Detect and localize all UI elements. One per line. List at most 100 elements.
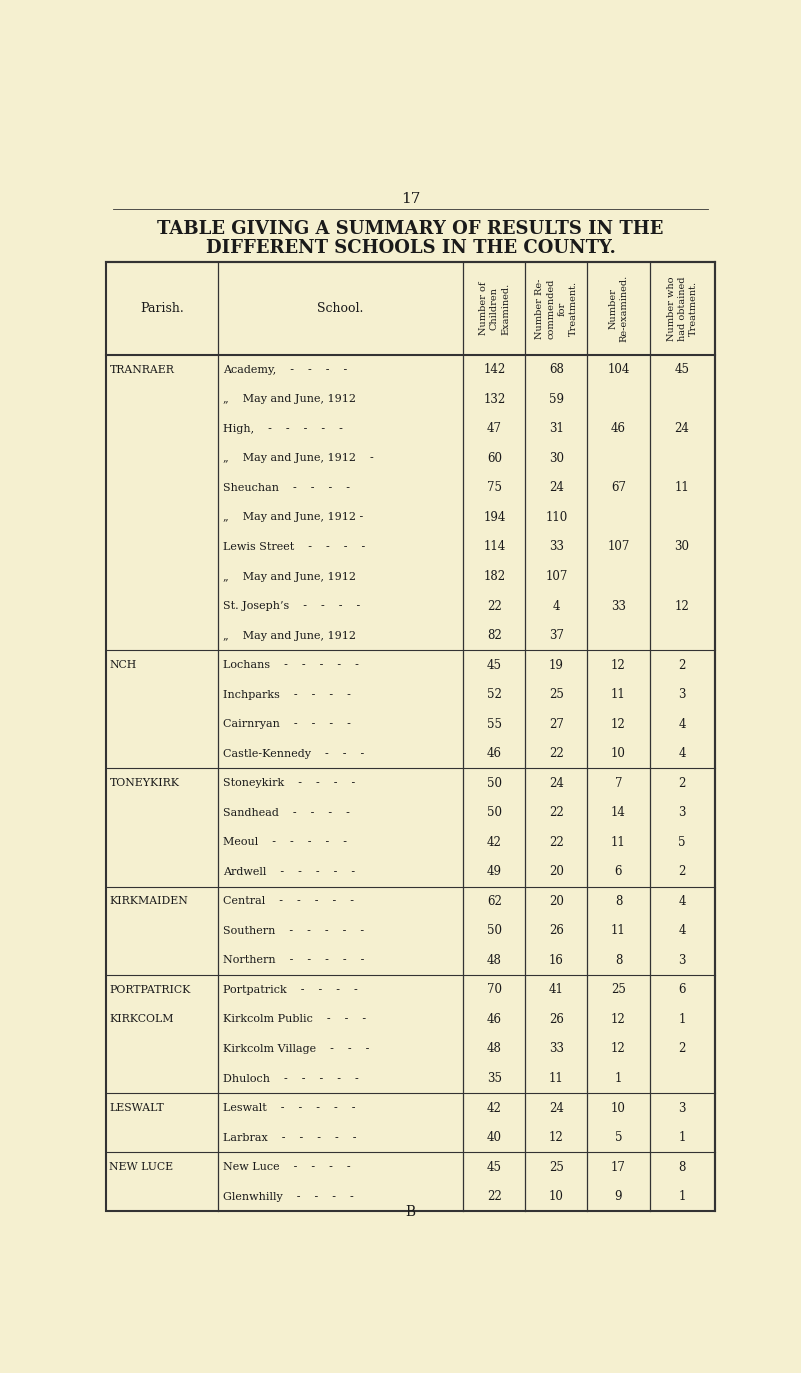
- Text: 24: 24: [549, 777, 564, 789]
- Text: 19: 19: [549, 659, 564, 671]
- Text: 2: 2: [678, 777, 686, 789]
- Text: 50: 50: [487, 924, 501, 938]
- Text: 4: 4: [678, 924, 686, 938]
- Text: 82: 82: [487, 629, 501, 643]
- Text: 12: 12: [611, 1013, 626, 1026]
- Text: 5: 5: [614, 1131, 622, 1144]
- Text: 12: 12: [674, 600, 690, 612]
- Text: Number Re-
commended
for
Treatment.: Number Re- commended for Treatment.: [535, 279, 578, 339]
- Text: Dhuloch    -    -    -    -    -: Dhuloch - - - - -: [223, 1074, 359, 1083]
- Text: 3: 3: [678, 954, 686, 967]
- Text: Larbrax    -    -    -    -    -: Larbrax - - - - -: [223, 1133, 356, 1142]
- Text: „    May and June, 1912 -: „ May and June, 1912 -: [223, 512, 364, 523]
- Text: 33: 33: [611, 600, 626, 612]
- Text: 4: 4: [678, 747, 686, 761]
- Text: Number who
had obtained
Treatment.: Number who had obtained Treatment.: [666, 276, 698, 341]
- Text: 46: 46: [611, 423, 626, 435]
- Text: 2: 2: [678, 659, 686, 671]
- Text: 33: 33: [549, 541, 564, 553]
- Text: 25: 25: [549, 688, 564, 702]
- Text: 50: 50: [487, 806, 501, 820]
- Text: 110: 110: [545, 511, 568, 524]
- Text: 68: 68: [549, 364, 564, 376]
- Text: 10: 10: [549, 1190, 564, 1203]
- Text: School.: School.: [317, 302, 364, 314]
- Text: 46: 46: [487, 1013, 501, 1026]
- Text: 142: 142: [483, 364, 505, 376]
- Text: „    May and June, 1912: „ May and June, 1912: [223, 630, 356, 641]
- Text: 11: 11: [611, 688, 626, 702]
- Text: 1: 1: [678, 1013, 686, 1026]
- Text: 45: 45: [674, 364, 690, 376]
- Text: 3: 3: [678, 1101, 686, 1115]
- Text: B: B: [405, 1204, 416, 1219]
- Text: Ardwell    -    -    -    -    -: Ardwell - - - - -: [223, 866, 355, 877]
- Text: 11: 11: [611, 836, 626, 849]
- Text: 114: 114: [483, 541, 505, 553]
- Text: KIRKMAIDEN: KIRKMAIDEN: [110, 897, 188, 906]
- Text: „    May and June, 1912    -: „ May and June, 1912 -: [223, 453, 374, 464]
- Text: Stoneykirk    -    -    -    -: Stoneykirk - - - -: [223, 778, 356, 788]
- Text: 12: 12: [611, 1042, 626, 1056]
- Text: 2: 2: [678, 865, 686, 879]
- Text: 1: 1: [678, 1131, 686, 1144]
- Text: 60: 60: [487, 452, 501, 465]
- Text: 4: 4: [553, 600, 560, 612]
- Text: „    May and June, 1912: „ May and June, 1912: [223, 571, 356, 582]
- Text: Central    -    -    -    -    -: Central - - - - -: [223, 897, 354, 906]
- Text: Southern    -    -    -    -    -: Southern - - - - -: [223, 925, 364, 936]
- Text: Number
Re-examined.: Number Re-examined.: [609, 275, 629, 342]
- Text: NEW LUCE: NEW LUCE: [110, 1162, 174, 1173]
- Text: DIFFERENT SCHOOLS IN THE COUNTY.: DIFFERENT SCHOOLS IN THE COUNTY.: [206, 239, 615, 257]
- Text: 17: 17: [400, 192, 421, 206]
- Text: Cairnryan    -    -    -    -: Cairnryan - - - -: [223, 719, 351, 729]
- Text: 11: 11: [674, 482, 690, 494]
- Text: 8: 8: [615, 895, 622, 908]
- Text: 45: 45: [487, 659, 501, 671]
- Text: 62: 62: [487, 895, 501, 908]
- Text: Number of
Children
Examined.: Number of Children Examined.: [479, 281, 510, 335]
- Text: PORTPATRICK: PORTPATRICK: [110, 984, 191, 995]
- Text: 30: 30: [674, 541, 690, 553]
- Text: 55: 55: [487, 718, 501, 730]
- Text: Lochans    -    -    -    -    -: Lochans - - - - -: [223, 660, 359, 670]
- Text: 75: 75: [487, 482, 501, 494]
- Text: 20: 20: [549, 895, 564, 908]
- Text: 10: 10: [611, 1101, 626, 1115]
- Text: 194: 194: [483, 511, 505, 524]
- Text: TRANRAER: TRANRAER: [110, 365, 175, 375]
- Text: 12: 12: [611, 718, 626, 730]
- Text: 10: 10: [611, 747, 626, 761]
- Text: Portpatrick    -    -    -    -: Portpatrick - - - -: [223, 984, 358, 995]
- Text: 70: 70: [487, 983, 501, 997]
- Text: Northern    -    -    -    -    -: Northern - - - - -: [223, 956, 364, 965]
- Text: 24: 24: [549, 1101, 564, 1115]
- Text: 20: 20: [549, 865, 564, 879]
- Text: 27: 27: [549, 718, 564, 730]
- Text: 132: 132: [483, 393, 505, 406]
- Text: „    May and June, 1912: „ May and June, 1912: [223, 394, 356, 405]
- Text: TONEYKIRK: TONEYKIRK: [110, 778, 179, 788]
- Text: 22: 22: [549, 806, 564, 820]
- Text: 26: 26: [549, 924, 564, 938]
- Text: 67: 67: [611, 482, 626, 494]
- Text: 8: 8: [678, 1160, 686, 1174]
- Text: 14: 14: [611, 806, 626, 820]
- Text: 45: 45: [487, 1160, 501, 1174]
- Text: 22: 22: [549, 836, 564, 849]
- Text: 52: 52: [487, 688, 501, 702]
- Text: 48: 48: [487, 1042, 501, 1056]
- Text: 25: 25: [549, 1160, 564, 1174]
- Text: 42: 42: [487, 836, 501, 849]
- Text: LESWALT: LESWALT: [110, 1103, 164, 1114]
- Text: Leswalt    -    -    -    -    -: Leswalt - - - - -: [223, 1103, 356, 1114]
- Text: 46: 46: [487, 747, 501, 761]
- Text: Meoul    -    -    -    -    -: Meoul - - - - -: [223, 838, 347, 847]
- Text: 16: 16: [549, 954, 564, 967]
- Text: 8: 8: [615, 954, 622, 967]
- Text: 35: 35: [487, 1072, 501, 1085]
- Text: TABLE GIVING A SUMMARY OF RESULTS IN THE: TABLE GIVING A SUMMARY OF RESULTS IN THE: [157, 220, 664, 238]
- Text: 3: 3: [678, 688, 686, 702]
- Text: 3: 3: [678, 806, 686, 820]
- Text: 12: 12: [611, 659, 626, 671]
